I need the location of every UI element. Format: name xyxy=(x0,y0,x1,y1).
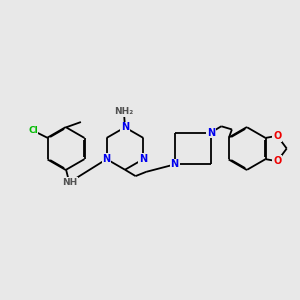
Text: O: O xyxy=(273,131,281,141)
Text: N: N xyxy=(121,122,129,132)
Text: NH₂: NH₂ xyxy=(114,107,134,116)
Text: N: N xyxy=(207,128,215,138)
Text: O: O xyxy=(273,156,281,166)
Text: N: N xyxy=(139,154,147,164)
Text: N: N xyxy=(171,159,179,170)
Text: Cl: Cl xyxy=(28,126,38,135)
Text: N: N xyxy=(103,154,111,164)
Text: NH: NH xyxy=(61,178,77,187)
